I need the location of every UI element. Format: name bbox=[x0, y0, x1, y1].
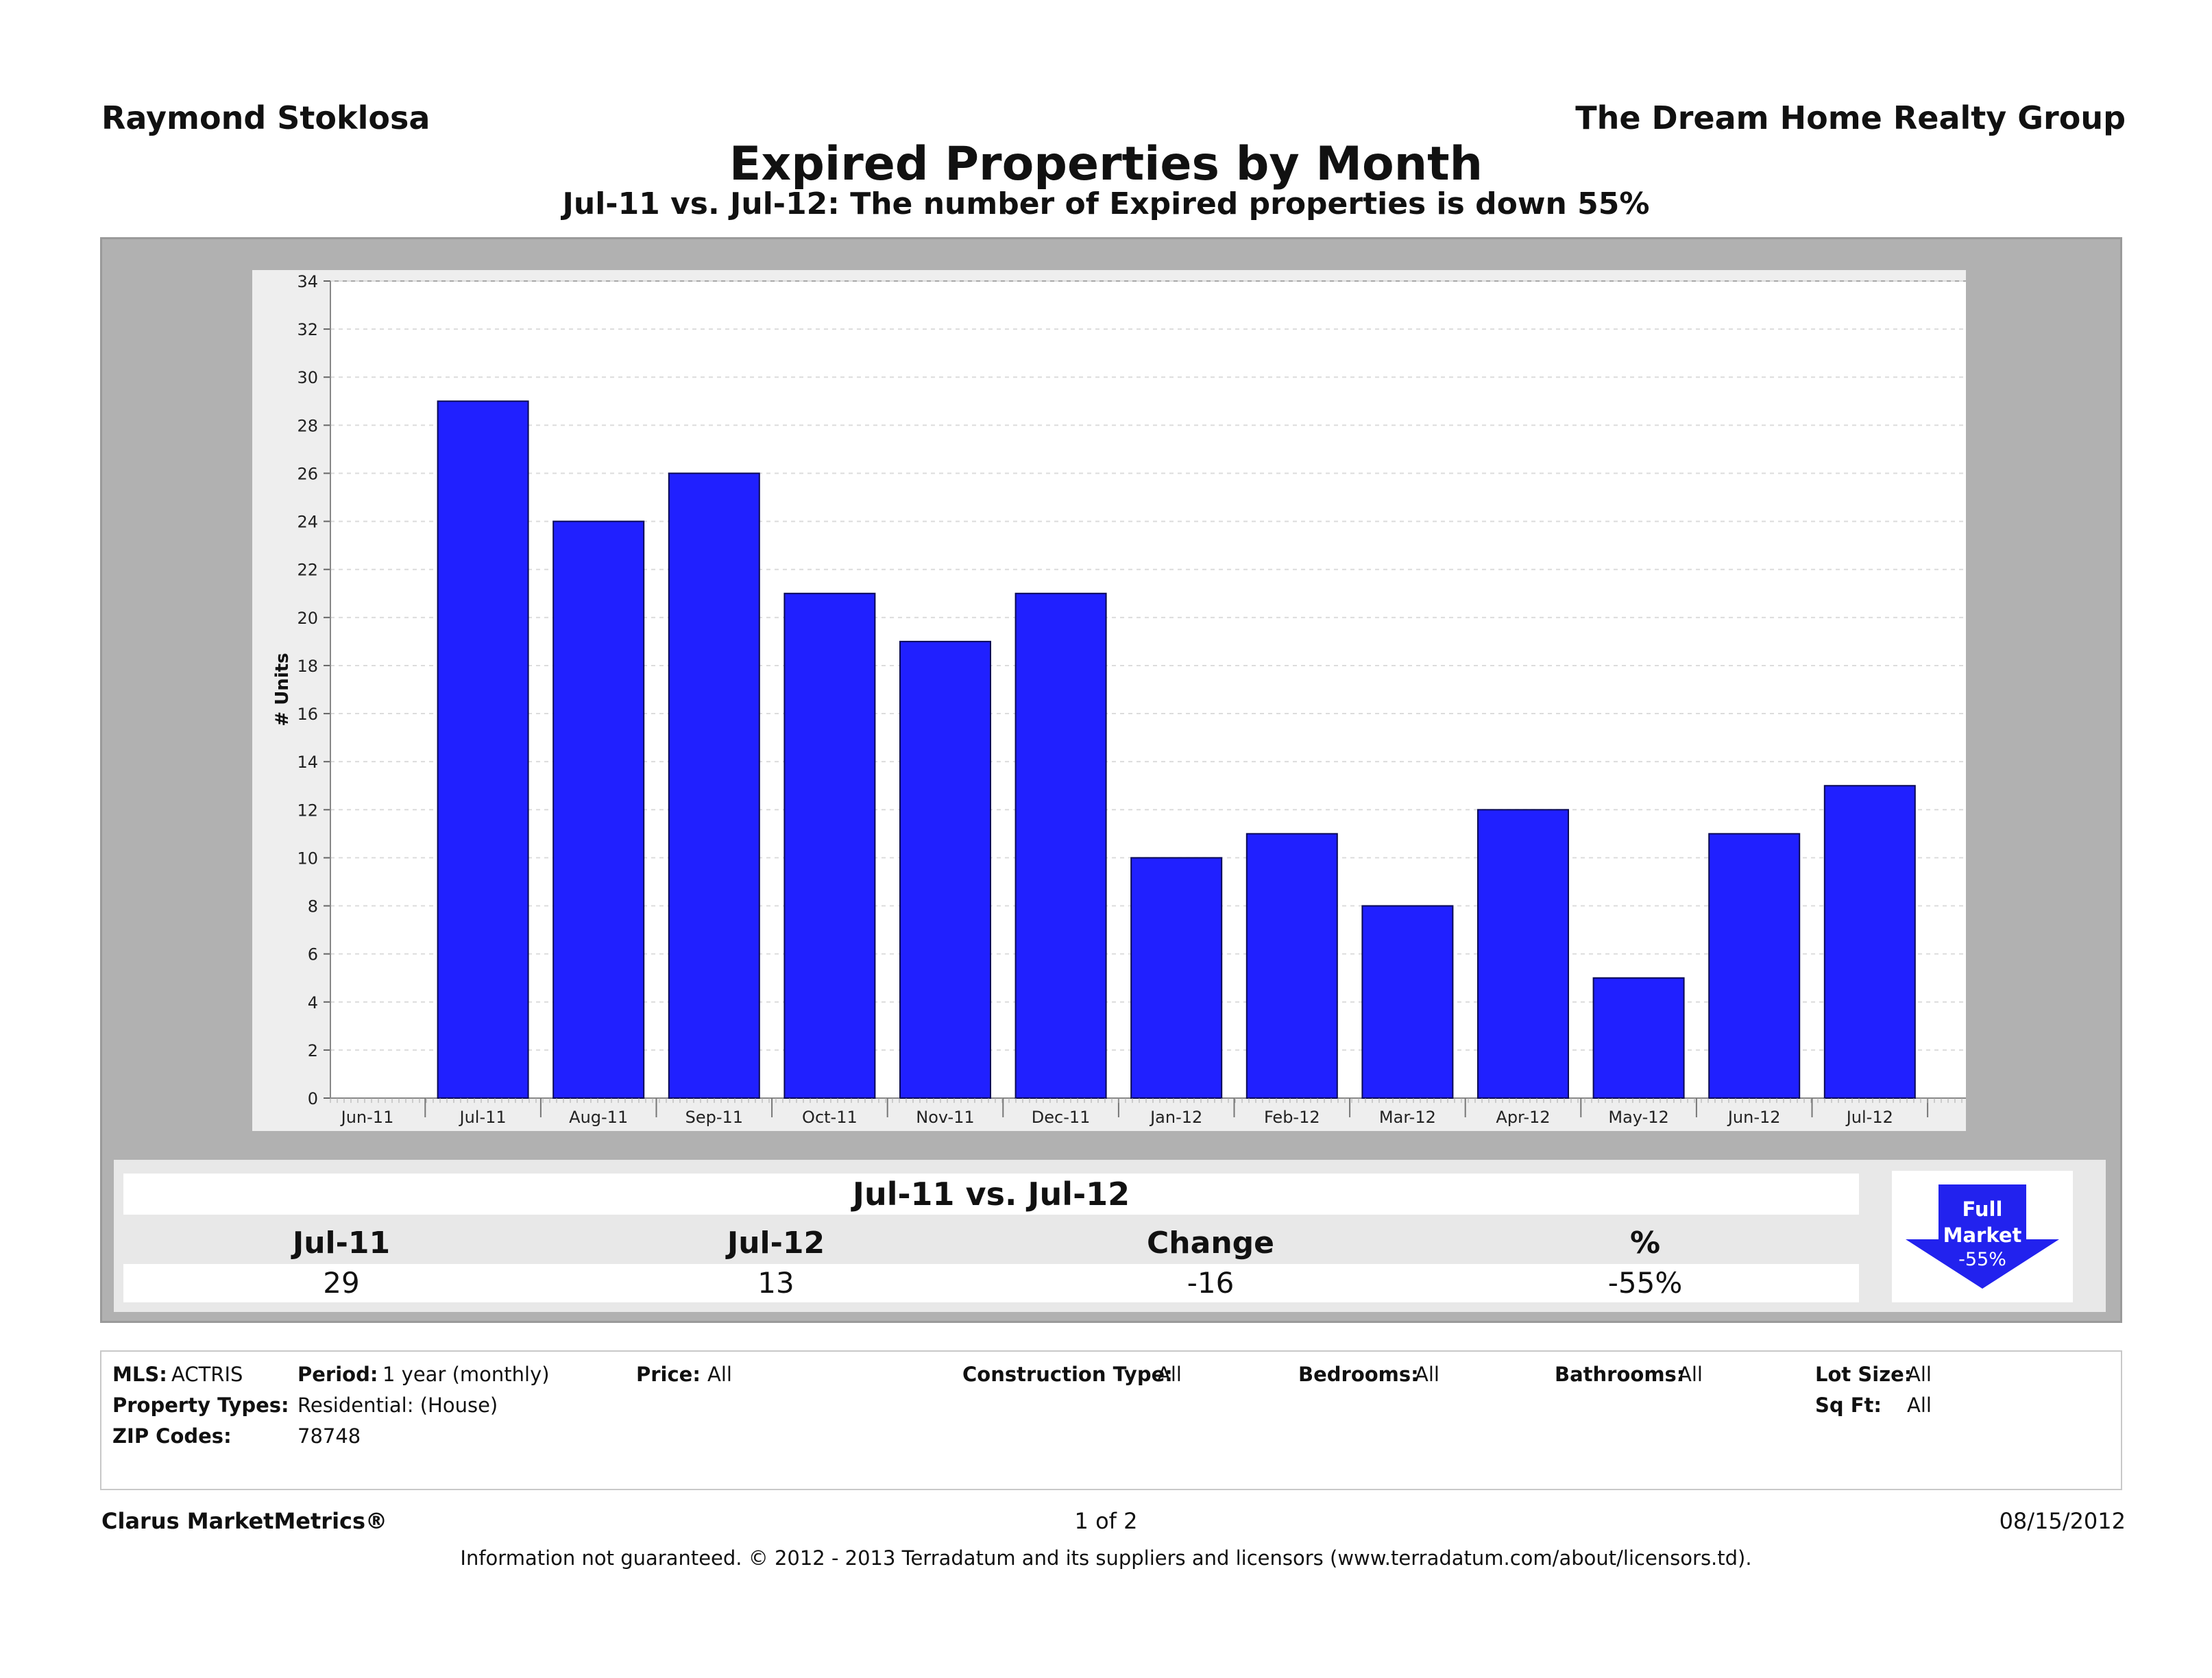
y-tick-label: 32 bbox=[297, 320, 318, 339]
x-tick-label: Aug-11 bbox=[569, 1108, 628, 1127]
agent-name: Raymond Stoklosa bbox=[101, 99, 430, 136]
sqft-label: Sq Ft: bbox=[1815, 1394, 1882, 1417]
x-tick-label: Sep-11 bbox=[685, 1108, 743, 1127]
bar bbox=[783, 592, 876, 1099]
y-tick-label: 18 bbox=[297, 657, 318, 676]
y-tick-label: 8 bbox=[308, 897, 318, 916]
bedrooms-label: Bedrooms: bbox=[1298, 1363, 1419, 1386]
badge-line2: Market bbox=[1943, 1224, 2022, 1247]
x-tick-label: May-12 bbox=[1608, 1108, 1668, 1127]
bar bbox=[1708, 833, 1801, 1099]
zip-codes-label: ZIP Codes: bbox=[112, 1424, 232, 1448]
badge-line1: Full bbox=[1962, 1197, 2003, 1221]
y-tick-label: 10 bbox=[297, 849, 318, 868]
bar bbox=[1361, 905, 1454, 1099]
footer-brand: Clarus MarketMetrics® bbox=[101, 1508, 388, 1534]
bar bbox=[1245, 833, 1338, 1099]
y-axis-label: # Units bbox=[272, 653, 293, 726]
x-tick-label: Jul-11 bbox=[459, 1108, 507, 1127]
mls-label: MLS: bbox=[112, 1363, 167, 1386]
bar bbox=[1130, 857, 1223, 1099]
x-tick-label: Jun-12 bbox=[1727, 1108, 1781, 1127]
sqft-value: All bbox=[1907, 1394, 1932, 1417]
y-tick-label: 22 bbox=[297, 561, 318, 580]
header-jul11: Jul-11 bbox=[292, 1226, 391, 1261]
bar bbox=[668, 472, 760, 1099]
y-tick-label: 24 bbox=[297, 513, 318, 532]
badge-line3: -55% bbox=[1958, 1249, 2006, 1270]
mls-value: ACTRIS bbox=[171, 1363, 243, 1386]
y-tick-label: 34 bbox=[297, 272, 318, 291]
x-tick-label: Nov-11 bbox=[916, 1108, 974, 1127]
bar bbox=[1477, 809, 1569, 1099]
y-tick-label: 20 bbox=[297, 609, 318, 628]
x-tick-label: Apr-12 bbox=[1496, 1108, 1550, 1127]
y-tick-label: 6 bbox=[308, 945, 318, 964]
comparison-title: Jul-11 vs. Jul-12 bbox=[852, 1176, 1130, 1213]
bar bbox=[437, 400, 529, 1099]
x-tick-label: Jan-12 bbox=[1149, 1108, 1202, 1127]
construction-label: Construction Type: bbox=[962, 1363, 1173, 1386]
chart-subtitle: Jul-11 vs. Jul-12: The number of Expired… bbox=[562, 186, 1650, 221]
value-jul12: 13 bbox=[757, 1266, 794, 1300]
price-value: All bbox=[707, 1363, 732, 1386]
header-jul12: Jul-12 bbox=[727, 1226, 825, 1261]
header-change: Change bbox=[1147, 1226, 1274, 1261]
report-date: 08/15/2012 bbox=[1999, 1508, 2126, 1534]
y-tick-label: 30 bbox=[297, 368, 318, 387]
x-tick-label: Jul-12 bbox=[1845, 1108, 1893, 1127]
y-tick-label: 26 bbox=[297, 464, 318, 483]
lot-size-label: Lot Size: bbox=[1815, 1363, 1912, 1386]
full-market-badge: Full Market -55% bbox=[1892, 1171, 2073, 1302]
y-tick-label: 28 bbox=[297, 416, 318, 435]
filter-criteria-panel: MLS: ACTRIS Period: 1 year (monthly) Pri… bbox=[100, 1350, 2122, 1490]
bathrooms-value: All bbox=[1678, 1363, 1703, 1386]
y-tick-label: 14 bbox=[297, 753, 318, 772]
x-tick-label: Jun-11 bbox=[340, 1108, 394, 1127]
bar bbox=[1592, 977, 1685, 1099]
down-arrow-icon: Full Market -55% bbox=[1906, 1184, 2059, 1289]
bar bbox=[1014, 592, 1107, 1099]
bar bbox=[1823, 785, 1916, 1099]
bar bbox=[899, 640, 991, 1099]
comparison-title-row bbox=[123, 1174, 1859, 1215]
chart-title: Expired Properties by Month bbox=[729, 137, 1483, 191]
property-types-value: Residential: (House) bbox=[297, 1394, 498, 1417]
y-tick-label: 0 bbox=[308, 1089, 318, 1108]
value-jul11: 29 bbox=[323, 1266, 360, 1300]
period-value: 1 year (monthly) bbox=[382, 1363, 550, 1386]
x-tick-label: Oct-11 bbox=[802, 1108, 858, 1127]
y-tick-label: 2 bbox=[308, 1041, 318, 1060]
y-tick-label: 16 bbox=[297, 705, 318, 724]
construction-value: All bbox=[1157, 1363, 1182, 1386]
y-tick-label: 4 bbox=[308, 993, 318, 1012]
bar bbox=[552, 520, 645, 1099]
page-number: 1 of 2 bbox=[1074, 1508, 1138, 1534]
lot-size-value: All bbox=[1907, 1363, 1932, 1386]
zip-codes-value: 78748 bbox=[297, 1424, 361, 1448]
y-tick-label: 12 bbox=[297, 801, 318, 820]
bedrooms-value: All bbox=[1415, 1363, 1439, 1386]
x-tick-label: Feb-12 bbox=[1264, 1108, 1320, 1127]
x-tick-label: Mar-12 bbox=[1379, 1108, 1436, 1127]
value-change: -16 bbox=[1187, 1266, 1235, 1300]
x-tick-label: Dec-11 bbox=[1032, 1108, 1091, 1127]
header-percent: % bbox=[1629, 1226, 1661, 1261]
price-label: Price: bbox=[636, 1363, 701, 1386]
bathrooms-label: Bathrooms: bbox=[1555, 1363, 1685, 1386]
disclaimer: Information not guaranteed. © 2012 - 201… bbox=[460, 1546, 1752, 1570]
period-label: Period: bbox=[297, 1363, 378, 1386]
value-percent: -55% bbox=[1607, 1266, 1683, 1300]
company-name: The Dream Home Realty Group bbox=[1575, 99, 2126, 136]
property-types-label: Property Types: bbox=[112, 1394, 289, 1417]
comparison-value-row bbox=[123, 1264, 1859, 1302]
